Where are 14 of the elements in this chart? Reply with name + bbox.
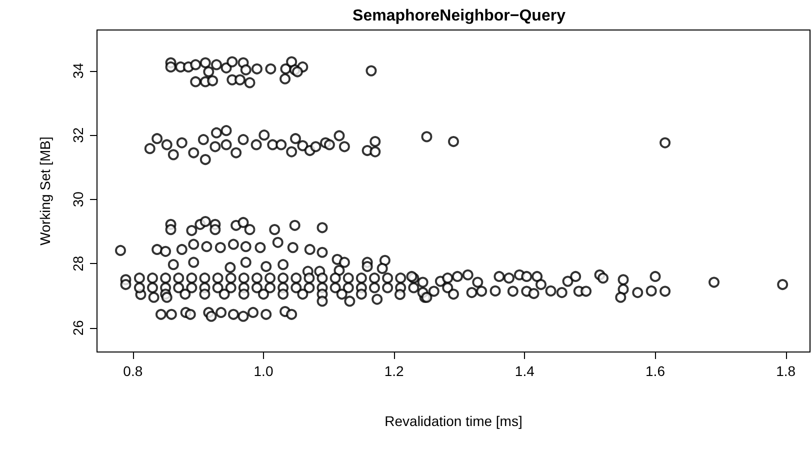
x-tick-label: 1.2 (384, 363, 404, 379)
y-tick-label: 28 (70, 256, 86, 272)
y-tick-label: 32 (70, 127, 86, 143)
chart-title: SemaphoreNeighbor−Query (352, 8, 566, 24)
y-tick-label: 34 (70, 62, 86, 79)
x-tick-label: 1.4 (514, 363, 535, 379)
x-tick-label: 1.8 (776, 363, 796, 379)
x-tick-label: 1.0 (254, 363, 274, 379)
x-tick-label: 1.6 (646, 363, 666, 379)
x-tick-label: 0.8 (123, 363, 143, 379)
y-tick-label: 26 (70, 320, 86, 336)
x-axis-title: Revalidation time [ms] (384, 413, 522, 429)
y-tick-label: 30 (70, 191, 86, 208)
y-axis-title: Working Set [MB] (37, 136, 53, 246)
